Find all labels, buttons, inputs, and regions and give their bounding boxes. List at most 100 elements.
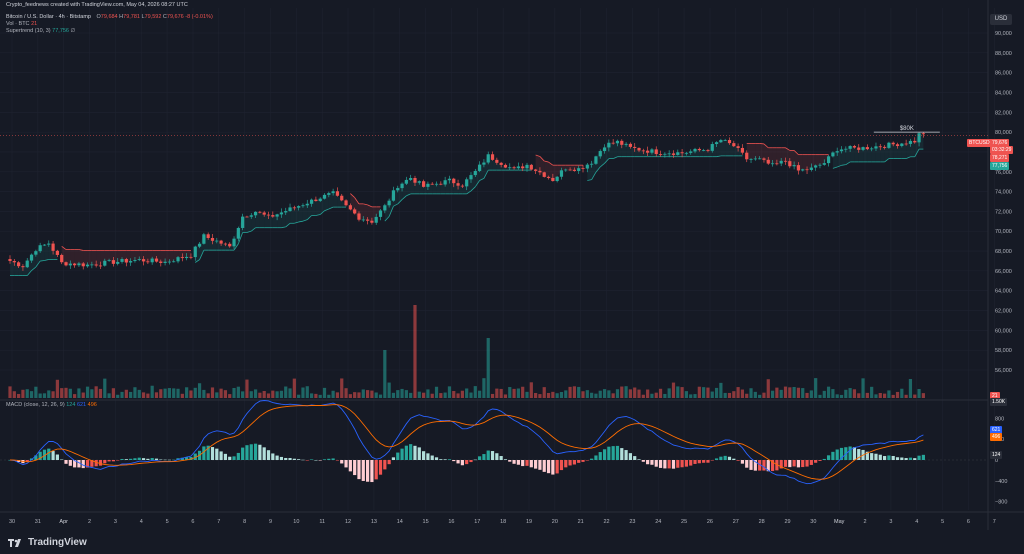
candle-body	[495, 159, 499, 163]
volume-bar	[792, 386, 796, 398]
volume-legend[interactable]: Vol · BTC 21	[6, 21, 37, 27]
supertrend-fill	[669, 153, 674, 157]
macd-histogram-bar	[611, 446, 615, 460]
grid	[0, 8, 995, 510]
candle-body	[473, 170, 477, 176]
volume-bar	[577, 386, 581, 398]
candle-body	[607, 142, 611, 148]
macd-histogram-bar	[676, 460, 680, 468]
macd-histogram-bar	[874, 453, 878, 460]
volume-bar	[693, 394, 697, 398]
macd-histogram-bar	[572, 460, 576, 465]
volume-bar	[525, 391, 529, 398]
supertrend-legend[interactable]: Supertrend (10, 3) 77,756 ∅	[6, 28, 75, 34]
macd-histogram-bar	[116, 460, 120, 461]
candle-body	[839, 149, 844, 152]
macd-histogram-bar	[413, 445, 417, 460]
candle-body	[417, 181, 421, 183]
macd-histogram-bar	[292, 458, 296, 460]
main-legend[interactable]: Bitcoin / U.S. Dollar · 4h · Bitstamp O7…	[6, 14, 213, 20]
supertrend-fill	[807, 154, 812, 170]
candle-body	[55, 250, 59, 255]
price-tick-label: 84,000	[995, 90, 1012, 96]
candle-body	[745, 152, 749, 160]
candle-body	[891, 142, 895, 145]
volume-bar	[490, 393, 495, 398]
volume-bar	[219, 388, 223, 398]
price-tick-label: 86,000	[995, 71, 1012, 77]
macd-histogram-bar	[684, 460, 689, 467]
macd-histogram-bar	[266, 450, 271, 460]
macd-histogram-bar	[262, 447, 266, 460]
macd-hist-value: 124	[66, 402, 76, 408]
supertrend-fill	[315, 198, 321, 216]
candle-body	[180, 257, 184, 259]
volume-bar	[29, 391, 34, 398]
volume-bar	[870, 386, 874, 398]
macd-histogram-bar	[430, 455, 434, 460]
supertrend-fill	[134, 250, 140, 261]
supertrend-line	[716, 155, 721, 158]
candle-body	[327, 193, 331, 195]
candle-body	[503, 164, 508, 168]
volume-bar	[17, 393, 21, 398]
candle-body	[585, 164, 589, 169]
tradingview-logo[interactable]: TradingView	[8, 537, 87, 548]
candle-body	[236, 227, 240, 239]
candle-body	[512, 167, 516, 169]
candle-body	[882, 146, 887, 148]
candle-body	[628, 143, 632, 147]
macd-histogram-bar	[434, 457, 439, 460]
candle-body	[542, 172, 546, 177]
currency-button[interactable]: USD	[990, 14, 1012, 25]
volume-bar	[861, 378, 865, 398]
candle-body	[245, 216, 249, 218]
candle-body	[758, 158, 762, 160]
candle-body	[581, 168, 585, 169]
volume-bar	[116, 394, 120, 398]
price-tick-label: 64,000	[995, 289, 1012, 295]
time-tick-label: 13	[371, 519, 377, 525]
volume-bar	[844, 389, 848, 398]
macd-histogram-bar	[34, 455, 38, 460]
volume-bar	[878, 393, 882, 398]
supertrend-fill	[458, 185, 463, 194]
volume-bar	[172, 388, 176, 398]
supertrend-fill	[811, 154, 816, 168]
supertrend-fill	[169, 250, 174, 262]
macd-histogram-bar	[779, 460, 783, 469]
macd-histogram-bar	[64, 460, 68, 464]
supertrend-fill	[298, 205, 303, 222]
supertrend-fill	[104, 250, 110, 261]
supertrend-line	[298, 220, 304, 223]
candle-body	[64, 262, 68, 266]
volume-bar	[865, 392, 869, 398]
candle-body	[391, 190, 396, 201]
candle-body	[340, 195, 344, 201]
open-label: O	[96, 14, 101, 20]
candle-body	[783, 160, 788, 162]
supertrend-fill	[768, 147, 773, 164]
candle-body	[365, 219, 370, 221]
supertrend-fill	[70, 249, 75, 266]
supertrend-fill	[337, 195, 342, 208]
candle-body	[814, 165, 818, 168]
volume-bar	[822, 390, 826, 398]
supertrend-fill	[720, 140, 726, 156]
candle-body	[529, 164, 533, 170]
candle-body	[788, 161, 792, 167]
macd-histogram-bar	[891, 455, 895, 460]
volume-bar	[129, 391, 133, 398]
macd-histogram-bar	[680, 460, 684, 468]
macd-histogram-bar	[796, 460, 801, 468]
macd-histogram-bar	[228, 456, 232, 460]
macd-histogram-bar	[378, 460, 383, 475]
macd-histogram-bar	[47, 448, 51, 460]
volume-value: 21	[31, 21, 38, 27]
candle-body	[111, 260, 115, 264]
macd-legend[interactable]: MACD (close, 12, 26, 9) 124 621 496	[6, 402, 97, 408]
candle-body	[732, 143, 736, 147]
supertrend-line	[470, 186, 476, 192]
volume-bar	[559, 392, 564, 398]
